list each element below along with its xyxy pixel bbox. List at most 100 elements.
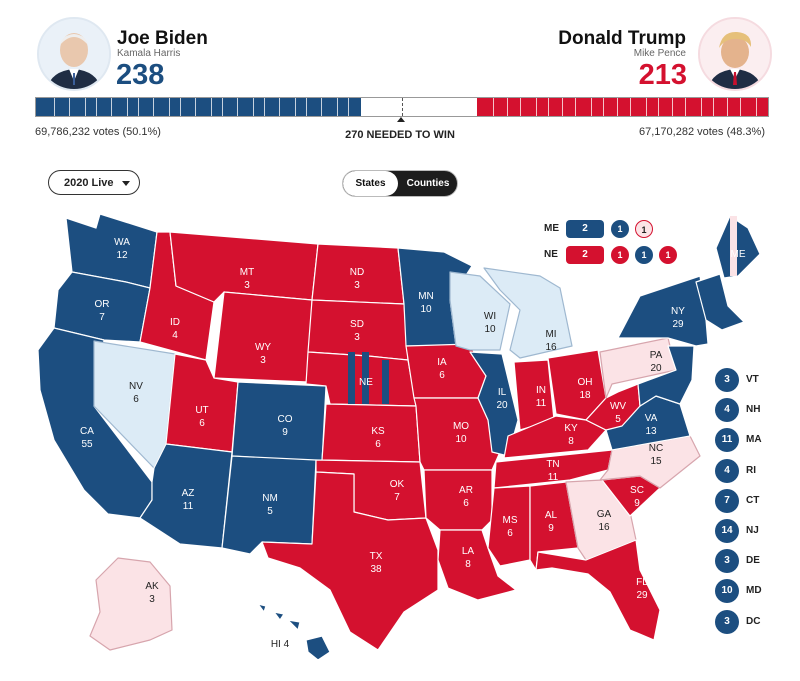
toggle-counties[interactable]: Counties [406, 178, 450, 189]
state-abbr: CA [80, 426, 94, 437]
progress-tick [701, 98, 702, 116]
state-ev: 20 [650, 363, 662, 374]
ne-district-3: 1 [659, 246, 677, 264]
small-state-chip-vt[interactable]: 3 [715, 368, 739, 392]
state-label-nm: NM 5 [250, 492, 290, 518]
progress-tick [306, 98, 307, 116]
state-label-mo: MO 10 [441, 420, 481, 446]
rep-running-mate: Mike Pence [633, 48, 686, 59]
progress-tick [211, 98, 212, 116]
state-abbr: IN [536, 385, 546, 396]
state-label-co: CO 9 [265, 413, 305, 439]
state-WI [449, 271, 511, 351]
state-label-tx: TX 38 [356, 550, 396, 576]
state-abbr: KS [371, 426, 385, 437]
small-state-label-ct: CT [746, 494, 760, 506]
small-state-label-vt: VT [746, 374, 759, 385]
small-state-chip-ri[interactable]: 4 [715, 458, 739, 483]
small-state-chip-md[interactable]: 10 [715, 579, 739, 604]
state-abbr: NV [129, 381, 143, 392]
small-state-chip-dc[interactable]: 3 [715, 609, 739, 634]
state-label-wa: WA 12 [102, 236, 142, 262]
progress-tick [536, 98, 537, 116]
state-HI [257, 603, 331, 661]
state-ev: 11 [547, 472, 559, 483]
small-state-chip-de[interactable]: 3 [715, 549, 739, 574]
state-OR [53, 271, 151, 343]
progress-tick [111, 98, 112, 116]
me-district-stripe [730, 216, 737, 276]
small-state-chip-ct[interactable]: 7 [715, 488, 739, 513]
state-ev: 9 [548, 523, 554, 534]
progress-tick [153, 98, 154, 116]
trump-avatar [698, 17, 772, 91]
state-abbr: WY [254, 342, 272, 353]
state-ev: 38 [370, 564, 382, 575]
dem-electoral-votes: 238 [116, 59, 165, 91]
state-ev: 13 [645, 426, 657, 437]
progress-tick [69, 98, 70, 116]
state-ev: 3 [354, 332, 360, 343]
biden-avatar [37, 17, 111, 91]
small-state-label-ma: MA [746, 434, 762, 446]
state-label-mt: MT 3 [227, 266, 267, 292]
state-IL [469, 351, 519, 457]
state-MI [483, 267, 573, 359]
state-abbr: IL [497, 387, 507, 398]
trump-portrait-icon [700, 19, 770, 89]
state-abbr: NM [262, 493, 278, 504]
state-label-id: ID 4 [155, 316, 195, 342]
rep-candidate-name: Donald Trump [558, 28, 686, 49]
state-ev: 6 [133, 394, 139, 405]
progress-tick [727, 98, 728, 116]
state-abbr: AZ [181, 488, 195, 499]
state-ev: 5 [615, 414, 621, 425]
year-dropdown[interactable]: 2020 Live [48, 170, 140, 195]
state-ev: 16 [598, 522, 610, 533]
small-state-label-ri: RI [746, 464, 756, 476]
state-abbr: TX [369, 551, 383, 562]
state-abbr: MT [239, 267, 255, 278]
small-state-chip-nj[interactable]: 14 [715, 519, 739, 543]
progress-tick [222, 98, 223, 116]
state-abbr: ID [170, 317, 180, 328]
small-state-label-md: MD [746, 585, 762, 597]
state-label-ny: NY 29 [658, 305, 698, 331]
toggle-states[interactable]: States [343, 171, 398, 196]
state-abbr: VA [644, 413, 658, 424]
progress-tick [672, 98, 673, 116]
state-abbr: CO [277, 414, 293, 425]
state-ev: 9 [282, 427, 288, 438]
state-abbr: WI [483, 311, 497, 322]
state-ev: 5 [267, 506, 273, 517]
progress-tick [548, 98, 549, 116]
me-district-1: 1 [611, 220, 629, 238]
state-ev: 29 [672, 319, 684, 330]
ne-total-box: 2 [566, 246, 604, 264]
state-label-ks: KS 6 [358, 425, 398, 451]
progress-tick [713, 98, 714, 116]
dem-popular-votes: 69,786,232 votes (50.1%) [35, 126, 161, 138]
needed-to-win-label: 270 NEEDED TO WIN [345, 129, 455, 141]
state-abbr: TN [546, 459, 560, 470]
threshold-marker-icon [397, 117, 405, 122]
small-state-label-nj: NJ [746, 525, 759, 536]
state-abbr: MO [452, 421, 470, 432]
state-abbr: NY [671, 306, 685, 317]
state-abbr: FL [636, 577, 648, 588]
state-AK [89, 557, 173, 651]
progress-tick [237, 98, 238, 116]
small-state-chip-ma[interactable]: 11 [715, 428, 739, 453]
state-abbr: MI [545, 329, 557, 340]
state-ev: 9 [634, 498, 640, 509]
view-toggle[interactable]: States Counties [342, 170, 458, 197]
state-WY [213, 291, 313, 383]
ne-district-2: 1 [635, 246, 653, 264]
progress-tick [646, 98, 647, 116]
state-label-va: VA 13 [631, 412, 671, 438]
state-abbr: ND [349, 267, 365, 278]
state-abbr: OR [94, 299, 110, 310]
state-ev: 3 [244, 280, 250, 291]
me-split-label: ME [544, 223, 559, 234]
small-state-chip-nh[interactable]: 4 [715, 398, 739, 423]
